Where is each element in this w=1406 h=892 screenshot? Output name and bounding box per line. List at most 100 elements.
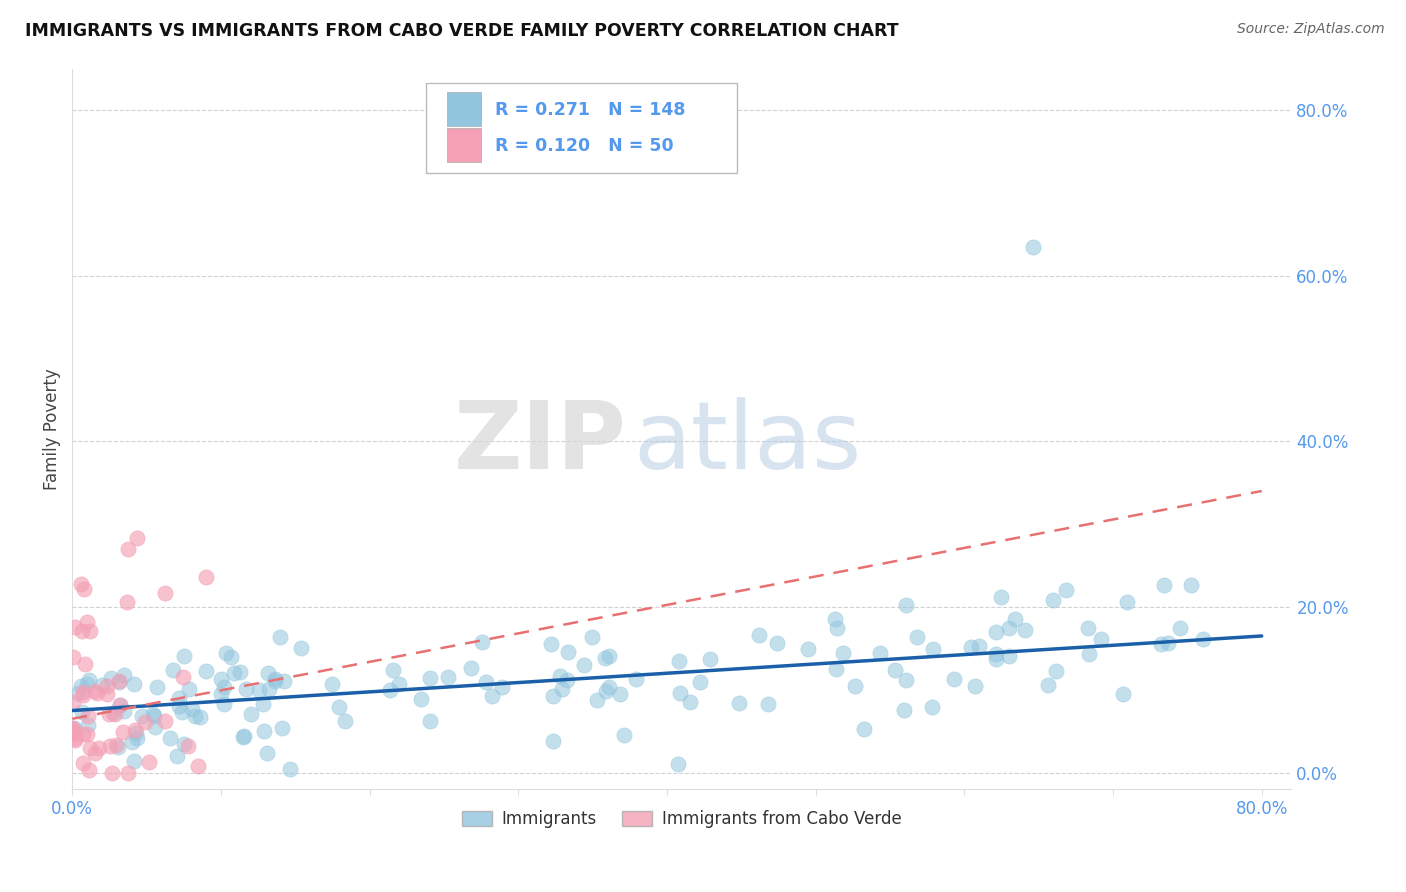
Point bbox=[155, 714, 177, 728]
Point bbox=[328, 700, 350, 714]
Point bbox=[172, 669, 194, 683]
Point bbox=[141, 707, 163, 722]
Point bbox=[666, 756, 689, 771]
Point bbox=[253, 723, 276, 738]
Point bbox=[257, 666, 280, 681]
Point bbox=[574, 658, 596, 673]
Point bbox=[986, 651, 1008, 665]
Point bbox=[142, 709, 165, 723]
Point bbox=[209, 672, 232, 686]
Point bbox=[108, 698, 131, 712]
Point bbox=[460, 661, 482, 675]
Point bbox=[62, 726, 84, 740]
Point bbox=[1192, 632, 1215, 647]
Point bbox=[86, 686, 108, 700]
Text: IMMIGRANTS VS IMMIGRANTS FROM CABO VERDE FAMILY POVERTY CORRELATION CHART: IMMIGRANTS VS IMMIGRANTS FROM CABO VERDE… bbox=[25, 22, 898, 40]
Point bbox=[595, 684, 617, 698]
Point bbox=[689, 674, 711, 689]
Point bbox=[471, 635, 494, 649]
Point bbox=[984, 624, 1007, 639]
Point bbox=[194, 570, 217, 584]
Point bbox=[869, 646, 891, 660]
Point bbox=[63, 731, 86, 745]
Point bbox=[333, 714, 356, 728]
Point bbox=[381, 663, 404, 677]
Point bbox=[108, 698, 131, 712]
Point bbox=[103, 707, 125, 722]
Point bbox=[475, 675, 498, 690]
Point bbox=[943, 673, 966, 687]
Point bbox=[1004, 612, 1026, 626]
Point bbox=[264, 674, 287, 689]
Point bbox=[212, 680, 235, 694]
Point bbox=[921, 700, 943, 714]
Point bbox=[557, 645, 579, 659]
Point bbox=[998, 648, 1021, 663]
Point bbox=[232, 730, 254, 744]
Point bbox=[100, 739, 122, 754]
Point bbox=[124, 723, 146, 738]
Point bbox=[63, 726, 86, 740]
Point bbox=[269, 631, 291, 645]
Point bbox=[609, 687, 631, 701]
Bar bbox=[447, 128, 481, 162]
Point bbox=[87, 741, 110, 756]
Point bbox=[83, 684, 105, 698]
Point bbox=[240, 707, 263, 722]
Text: R = 0.120   N = 50: R = 0.120 N = 50 bbox=[495, 136, 673, 154]
Point bbox=[107, 740, 129, 755]
Point bbox=[84, 746, 107, 760]
Point bbox=[62, 695, 84, 709]
Point bbox=[256, 746, 278, 760]
Point bbox=[181, 702, 204, 716]
Point bbox=[543, 689, 565, 703]
Point bbox=[1153, 577, 1175, 591]
Point bbox=[1054, 583, 1077, 598]
Point bbox=[153, 586, 176, 600]
Point bbox=[72, 756, 94, 771]
Point bbox=[77, 708, 100, 723]
Point bbox=[1014, 624, 1036, 638]
Point bbox=[173, 737, 195, 751]
Point bbox=[62, 723, 84, 737]
Point bbox=[598, 648, 620, 663]
Point bbox=[481, 689, 503, 703]
Point bbox=[437, 670, 460, 684]
Point bbox=[77, 673, 100, 688]
Point bbox=[209, 687, 232, 701]
Point bbox=[1045, 664, 1067, 678]
Point bbox=[72, 624, 94, 638]
Point bbox=[555, 673, 578, 687]
Point bbox=[70, 706, 93, 720]
Point bbox=[273, 673, 295, 688]
Point bbox=[264, 672, 287, 686]
Point bbox=[72, 727, 94, 741]
Point bbox=[884, 663, 907, 677]
Point bbox=[131, 709, 153, 723]
Point bbox=[177, 739, 200, 754]
Point bbox=[72, 685, 94, 699]
Point bbox=[100, 671, 122, 685]
Point bbox=[613, 728, 636, 742]
Point bbox=[380, 682, 402, 697]
Point bbox=[990, 590, 1012, 604]
Point bbox=[177, 681, 200, 696]
Point bbox=[162, 663, 184, 677]
Point bbox=[748, 627, 770, 641]
Point bbox=[960, 640, 983, 654]
Point bbox=[90, 678, 112, 692]
Point bbox=[72, 689, 94, 703]
Point bbox=[117, 595, 139, 609]
Point bbox=[105, 739, 128, 753]
Point bbox=[79, 624, 101, 639]
Point bbox=[159, 731, 181, 746]
Point bbox=[986, 647, 1008, 661]
Point bbox=[183, 709, 205, 723]
Point bbox=[107, 673, 129, 688]
Point bbox=[112, 725, 135, 739]
Point bbox=[70, 577, 93, 591]
Point bbox=[969, 639, 991, 653]
Point bbox=[125, 726, 148, 740]
Text: Source: ZipAtlas.com: Source: ZipAtlas.com bbox=[1237, 22, 1385, 37]
Point bbox=[146, 680, 169, 694]
